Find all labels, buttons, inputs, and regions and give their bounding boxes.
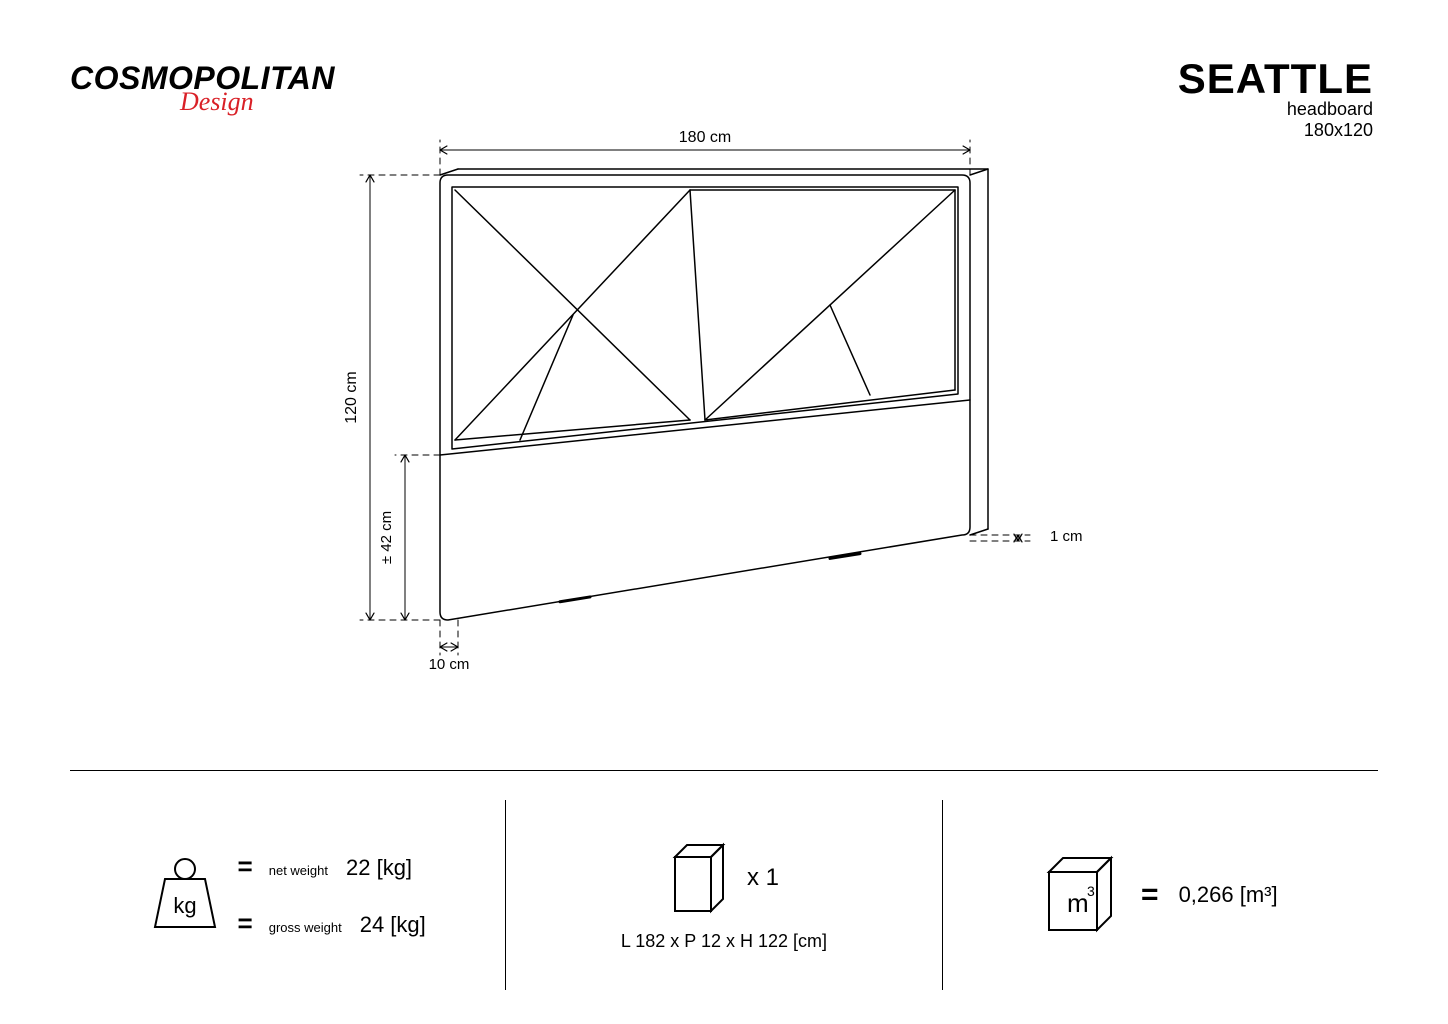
svg-text:± 42 cm: ± 42 cm — [378, 511, 395, 564]
svg-text:120 cm: 120 cm — [343, 371, 360, 423]
net-weight-value: 22 [kg] — [346, 855, 412, 881]
info-volume: m 3 = 0,266 [m³] — [942, 800, 1378, 990]
weight-icon: kg — [150, 855, 220, 935]
divider-line — [70, 770, 1378, 771]
info-weight: kg = net weight 22 [kg] = gross weight 2… — [70, 800, 505, 990]
volume-icon-m: m — [1067, 888, 1089, 918]
gross-weight-label: gross weight — [269, 920, 342, 935]
svg-text:180 cm: 180 cm — [679, 129, 731, 146]
gross-weight-row: = gross weight 24 [kg] — [238, 908, 426, 939]
info-package: x 1 L 182 x P 12 x H 122 [cm] — [505, 800, 941, 990]
svg-text:1 cm: 1 cm — [1050, 528, 1083, 545]
technical-drawing: 180 cm120 cm± 42 cm10 cm1 cm — [310, 140, 1110, 720]
volume-icon: m 3 — [1043, 854, 1121, 936]
package-dims: L 182 x P 12 x H 122 [cm] — [621, 931, 827, 952]
volume-icon-sup: 3 — [1087, 883, 1095, 899]
gross-weight-value: 24 [kg] — [360, 912, 426, 938]
product-size: 180x120 — [1178, 120, 1373, 141]
net-weight-label: net weight — [269, 863, 328, 878]
box-icon — [669, 839, 729, 917]
svg-text:10 cm: 10 cm — [429, 656, 470, 673]
info-strip: kg = net weight 22 [kg] = gross weight 2… — [70, 800, 1378, 990]
product-name: SEATTLE — [1178, 55, 1373, 103]
weight-icon-label: kg — [173, 893, 196, 918]
brand-block: COSMOPOLITAN Design — [70, 60, 335, 117]
package-count: x 1 — [747, 864, 779, 892]
net-weight-row: = net weight 22 [kg] — [238, 851, 426, 882]
volume-value: 0,266 [m³] — [1179, 882, 1278, 908]
product-title-block: SEATTLE headboard 180x120 — [1178, 55, 1373, 141]
